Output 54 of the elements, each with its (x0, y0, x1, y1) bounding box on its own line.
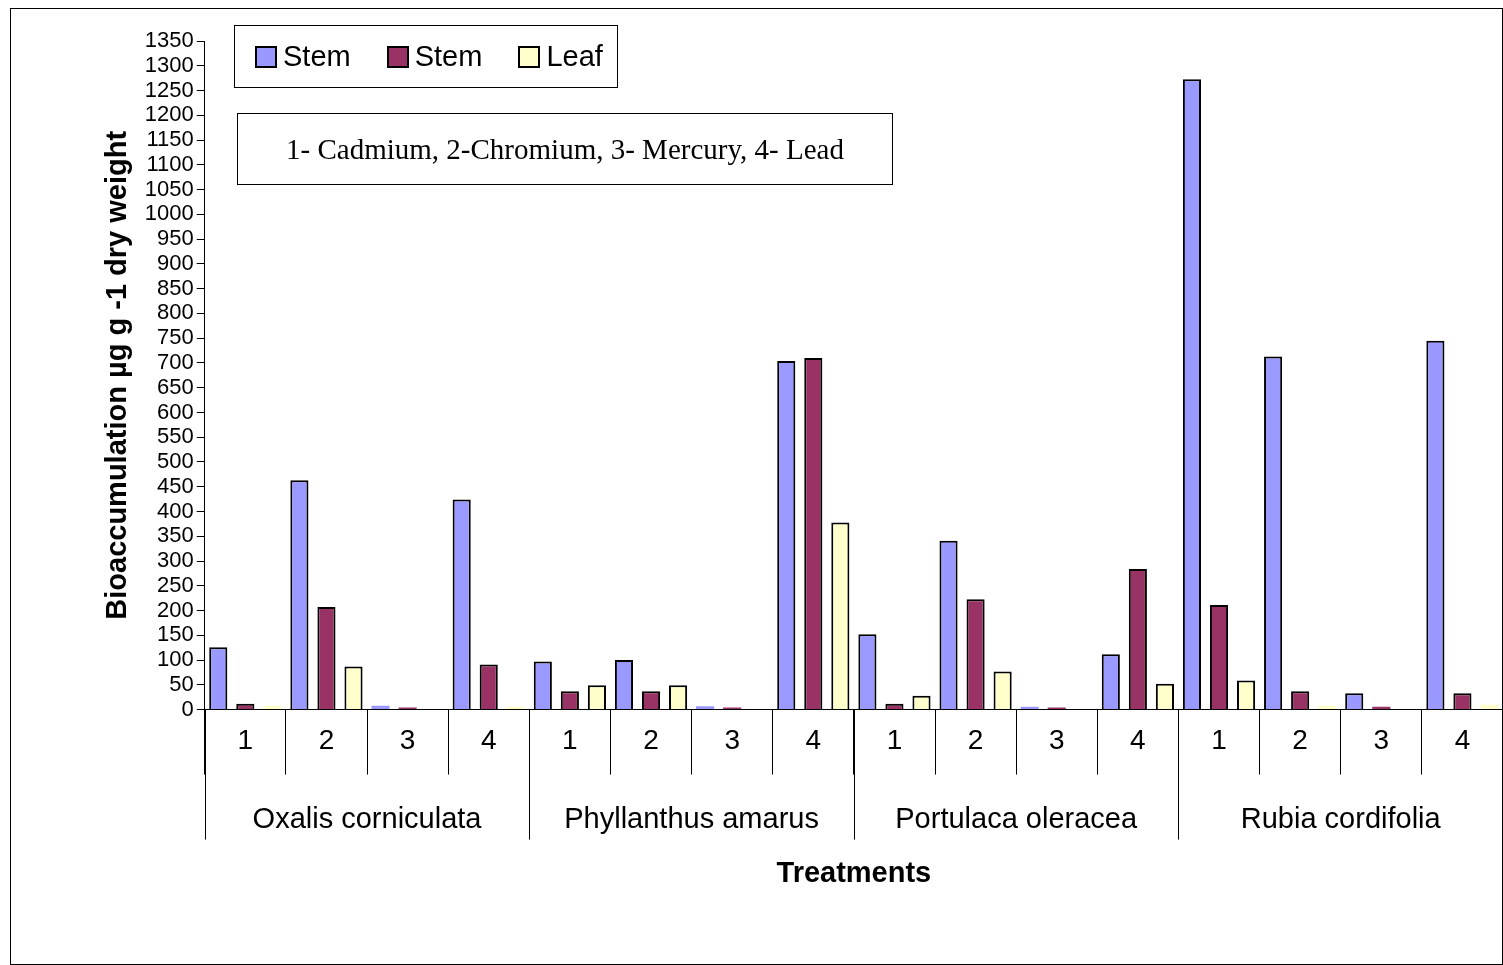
y-tick-label: 950 (157, 225, 194, 251)
y-tick-label: 1350 (144, 27, 194, 53)
y-tick-label: 750 (157, 324, 194, 350)
text: Rubia cordifolia (1240, 801, 1442, 834)
text: Phyllanthus amarus (564, 801, 819, 834)
x-tick-label: 1 (886, 724, 903, 756)
x-tick-label: 4 (1130, 724, 1146, 756)
y-tick-label: 300 (157, 547, 194, 573)
y-tick-label: 400 (157, 497, 194, 523)
y-tick-label: 0 (181, 695, 194, 721)
y-tick-label: 550 (157, 423, 194, 449)
y-tick-label: 650 (157, 373, 194, 399)
x-tick-label: 3 (1373, 724, 1390, 756)
text: Oxalis corniculata (252, 801, 483, 834)
legend-label: Stem (414, 40, 483, 73)
x-tick-label: 1 (237, 724, 254, 756)
y-tick-label: 1300 (144, 51, 194, 77)
y-tick-label: 1000 (144, 200, 194, 226)
y-tick-label: 600 (157, 398, 194, 424)
y-tick-label: 800 (157, 299, 194, 325)
x-tick-label: 2 (643, 724, 659, 756)
y-tick-label: 1150 (146, 126, 194, 152)
y-axis-title: Bioaccumulation µg g -1 dry weight (100, 130, 133, 620)
y-tick-label: 1250 (144, 76, 194, 102)
y-tick-label: 250 (157, 571, 194, 597)
x-tick-label: 2 (318, 724, 335, 756)
x-tick-label: 4 (805, 724, 822, 756)
x-tick-label: 4 (1454, 724, 1471, 756)
x-axis-title: Treatments (776, 855, 932, 888)
y-tick-label: 900 (157, 249, 194, 275)
x-tick-label: 1 (1211, 724, 1227, 756)
y-tick-label: 350 (157, 522, 194, 548)
y-tick-label: 1100 (146, 150, 194, 176)
y-tick-label: 500 (157, 448, 194, 474)
x-tick-label: 3 (1048, 724, 1065, 756)
x-tick-label: 1 (562, 724, 578, 756)
y-tick-label: 200 (157, 596, 194, 622)
y-tick-label: 450 (157, 472, 194, 498)
y-tick-label: 1050 (144, 175, 194, 201)
y-tick-label: 700 (157, 348, 194, 374)
y-tick-label: 100 (157, 646, 194, 672)
x-tick-label: 3 (724, 724, 740, 756)
x-tick-label: 2 (967, 724, 984, 756)
y-tick-label: 1200 (144, 101, 194, 127)
legend-label: Leaf (546, 40, 603, 73)
legend-label: Stem (283, 40, 351, 73)
y-tick-label: 850 (157, 274, 194, 300)
text-box: 1- Cadmium, 2-Chromium, 3- Mercury, 4- Lead (237, 113, 893, 185)
y-tick-label: 50 (169, 670, 194, 696)
x-tick-label: 4 (480, 724, 497, 756)
x-tick-label: 3 (399, 724, 416, 756)
y-tick-label: 150 (157, 621, 194, 647)
text: Portulaca oleracea (895, 801, 1138, 834)
x-tick-label: 2 (1292, 724, 1308, 756)
